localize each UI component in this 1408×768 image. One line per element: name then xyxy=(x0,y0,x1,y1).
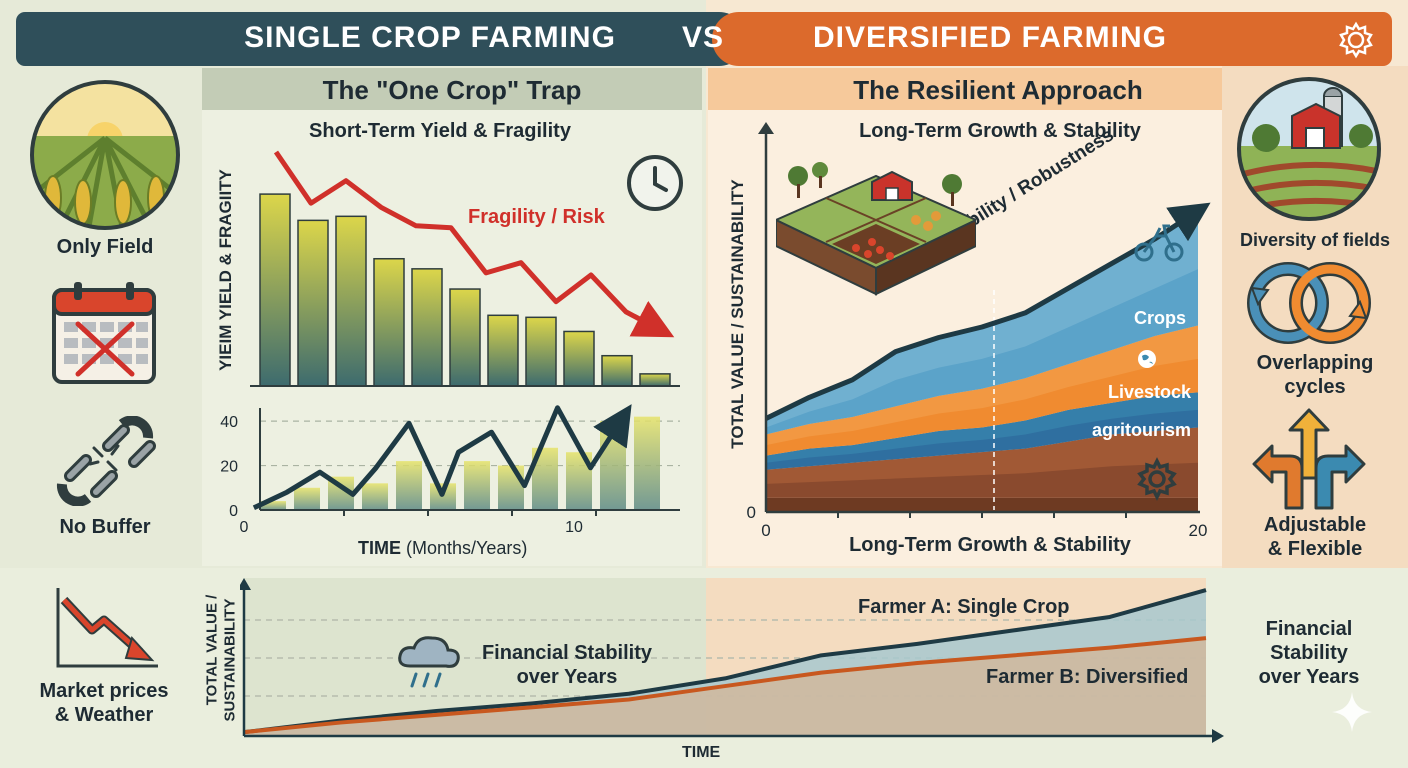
farmer-b-label: Farmer B: Diversified xyxy=(986,666,1189,688)
yield-bar xyxy=(373,257,405,387)
right-subtitle-band xyxy=(708,68,1222,110)
bottom-center-label-2: over Years xyxy=(516,666,618,688)
diversity-label: Diversity of fields xyxy=(1239,230,1391,250)
split-arrows-icon xyxy=(1250,408,1368,510)
series-label-livestock: Livestock xyxy=(1108,382,1192,402)
x-tick-label: 20 xyxy=(1189,521,1208,540)
yield-bar xyxy=(259,193,291,387)
x-tick-label: 10 xyxy=(565,519,583,534)
rain-cloud-icon xyxy=(396,630,462,692)
risk-label: Fragility / Risk xyxy=(468,206,605,228)
cycles-label-1: Overlapping xyxy=(1256,352,1374,374)
header-left-title: SINGLE CROP FARMING xyxy=(244,21,616,54)
y-tick-label: 20 xyxy=(220,459,238,476)
yield-bar xyxy=(639,373,671,387)
series-label-crops: Crops xyxy=(1134,308,1187,328)
globe-icon xyxy=(1136,348,1158,370)
x-tick-label: 0 xyxy=(761,521,770,540)
cycles-label-2: cycles xyxy=(1284,376,1346,398)
series-label-agritourism: agritourism xyxy=(1092,420,1192,440)
left-chart-ylabel: YIEIM YIELD & FRAGIITY xyxy=(216,169,235,371)
calendar-x-icon xyxy=(50,282,158,386)
bottom-center-label-1: Financial Stability xyxy=(481,642,653,664)
yield-bar xyxy=(601,354,633,387)
yield-bar xyxy=(563,330,595,387)
corn-field-icon xyxy=(28,78,182,232)
y-tick-label: 0 xyxy=(229,503,238,520)
farmer-a-label: Farmer A: Single Crop xyxy=(858,596,1070,618)
yield-bar xyxy=(487,314,519,387)
yield-bar xyxy=(335,215,367,387)
header-vs: VS xyxy=(681,21,725,54)
volatility-bar xyxy=(634,416,660,510)
farmer-a-line xyxy=(243,588,1207,735)
volatility-line-chart: 0 20 40 0 10 xyxy=(220,404,680,534)
area-series-highlight xyxy=(766,325,1198,446)
volatility-bar xyxy=(294,487,320,510)
broken-chain-icon xyxy=(52,415,156,507)
area-series-highlight xyxy=(766,427,1198,484)
left-subtitle-band xyxy=(202,68,702,110)
right-chart-xlabel: Long-Term Growth & Stability xyxy=(849,534,1131,556)
farmer-b-line xyxy=(243,636,1207,735)
market-label-2: & Weather xyxy=(54,704,154,726)
volatility-bar xyxy=(396,461,422,510)
yield-bar xyxy=(449,288,481,387)
yield-bar-chart xyxy=(250,150,680,387)
bike-icon xyxy=(1134,222,1186,264)
volatility-bar xyxy=(498,465,524,510)
yield-bar xyxy=(297,219,329,387)
x-tick-label: 0 xyxy=(240,519,249,534)
gear-icon[interactable] xyxy=(1334,18,1378,62)
flex-label-1: Adjustable xyxy=(1263,514,1367,536)
area-gear-icon xyxy=(1134,456,1180,502)
right-subtitle: The Resilient Approach xyxy=(853,75,1143,105)
stability-line xyxy=(764,202,1211,421)
y-tick-label: 40 xyxy=(220,414,238,431)
left-subtitle: The "One Crop" Trap xyxy=(322,75,582,105)
bottom-ylabel-1: TOTAL VALUE / xyxy=(203,594,221,706)
flex-label-2: & Flexible xyxy=(1267,538,1363,560)
overlapping-cycles-icon xyxy=(1244,260,1374,346)
xlabel-bold: TIME xyxy=(358,538,401,558)
financial-stability-chart xyxy=(240,578,1224,743)
bottom-right-label-2: Stability xyxy=(1270,642,1348,664)
left-chart-title: Short-Term Yield & Fragility xyxy=(309,120,571,142)
no-buffer-label: No Buffer xyxy=(59,516,151,538)
sparkle-icon xyxy=(1330,690,1374,734)
barn-field-icon xyxy=(1236,76,1382,222)
yield-bar xyxy=(525,316,557,387)
volatility-bar xyxy=(464,461,490,510)
left-chart-xlabel: TIME (Months/Years) xyxy=(358,538,527,559)
right-chart-title: Long-Term Growth & Stability xyxy=(859,120,1141,142)
bottom-right-label-3: over Years xyxy=(1258,666,1360,688)
farm-plots-illustration xyxy=(773,156,979,296)
area-base xyxy=(766,497,1198,512)
growth-area-chart: 0 20 0 xyxy=(747,122,1211,540)
volatility-bar xyxy=(260,501,286,510)
volatility-bar xyxy=(362,483,388,510)
only-field-label: Only Field xyxy=(56,236,154,258)
header-right-bar xyxy=(712,12,1392,66)
header-left-bar xyxy=(16,12,746,66)
yield-bar xyxy=(411,268,443,387)
xlabel-rest: (Months/Years) xyxy=(401,538,528,558)
bottom-ylabel-2: SUSTAINABILITY xyxy=(221,598,239,722)
volatility-line xyxy=(252,404,632,511)
y-tick-label: 0 xyxy=(747,503,756,522)
market-label-1: Market prices xyxy=(39,680,169,702)
risk-line xyxy=(273,150,675,338)
market-decline-icon xyxy=(52,586,162,670)
header-right-title: DIVERSIFIED FARMING xyxy=(812,21,1168,54)
area-series-highlight xyxy=(766,212,1198,428)
area-series-highlight xyxy=(766,392,1198,463)
bottom-right-label-1: Financial xyxy=(1265,618,1353,640)
bottom-xlabel: TIME xyxy=(682,744,721,761)
clock-icon xyxy=(626,154,684,212)
